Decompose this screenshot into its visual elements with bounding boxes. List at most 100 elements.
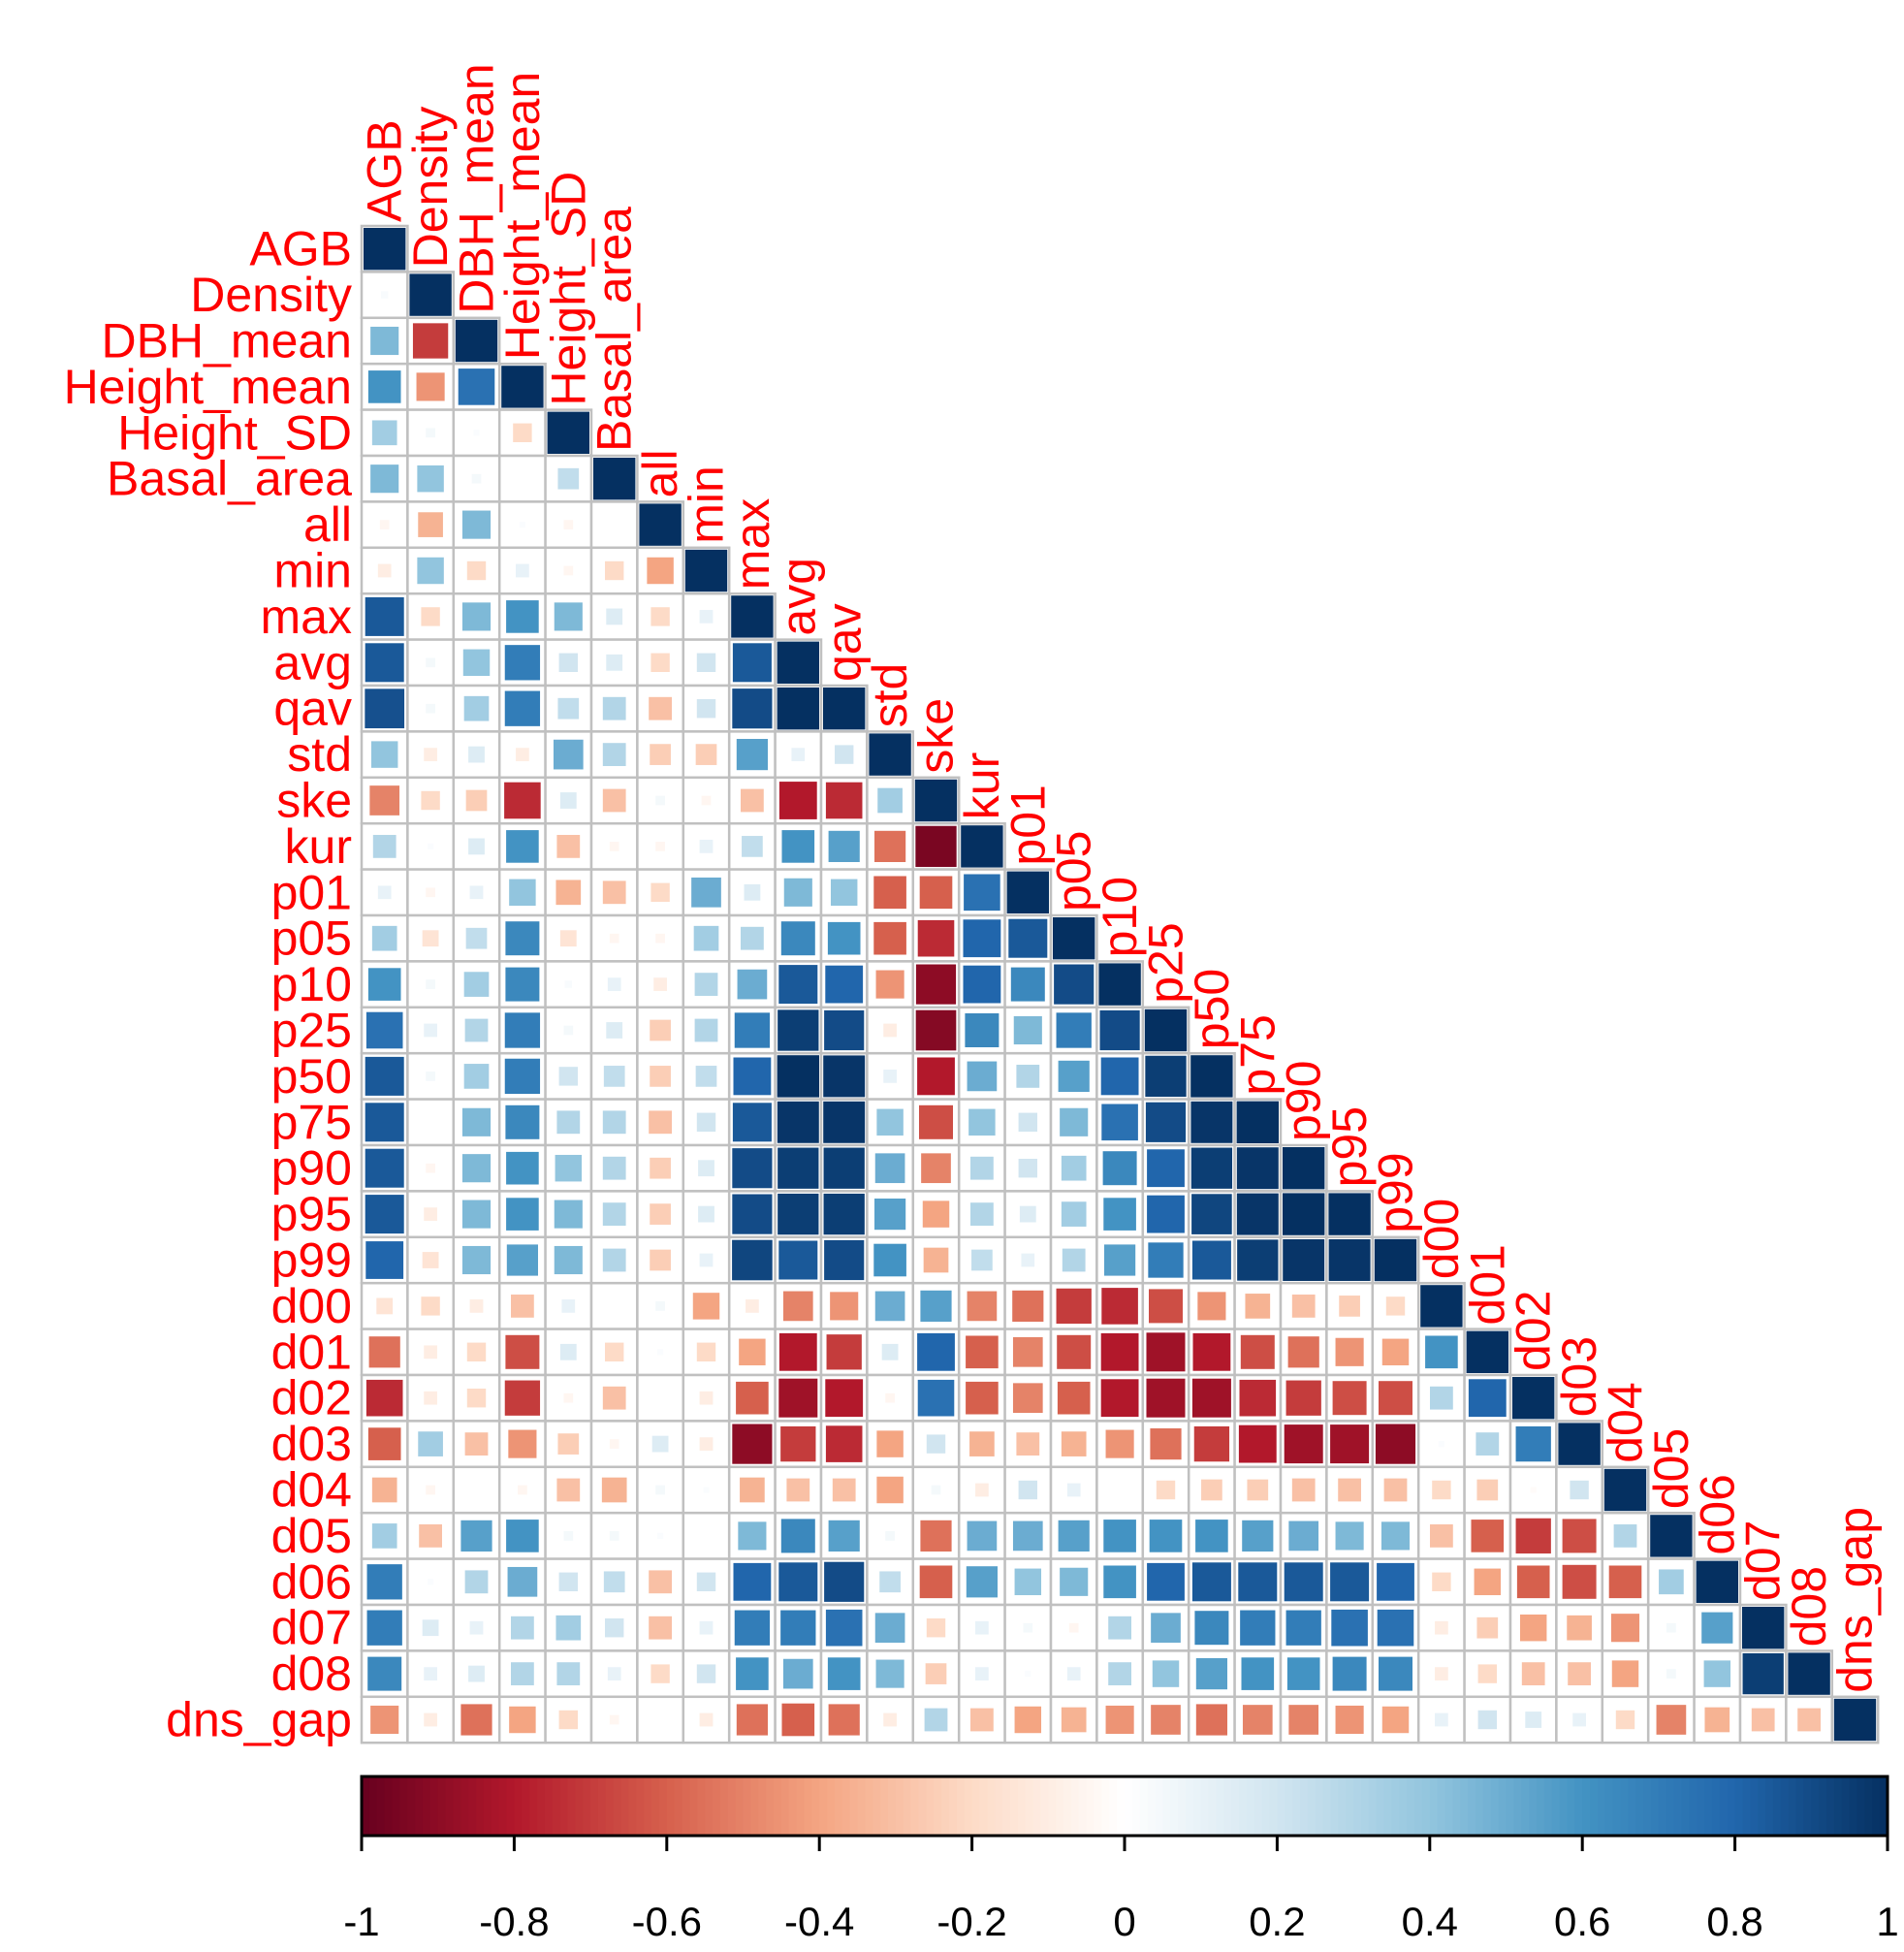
colorbar-segment (1087, 1776, 1095, 1836)
corr-square-qav-all (649, 697, 672, 720)
colorbar-tick-label: 0.8 (1706, 1899, 1762, 1944)
colorbar-segment (537, 1776, 546, 1836)
colorbar-segment (1125, 1776, 1133, 1836)
corr-square-p75-min (697, 1113, 715, 1132)
colorbar-segment (995, 1776, 1003, 1836)
corr-square-p50-all (650, 1066, 671, 1087)
corr-square-p25-p10 (1100, 1010, 1140, 1050)
corr-square-p99-p25 (1148, 1242, 1183, 1277)
corr-square-kur-AGB (373, 835, 397, 858)
corr-square-p01-p01 (1007, 872, 1049, 913)
corr-square-d00-max (746, 1299, 759, 1313)
corr-square-p10-Density (426, 979, 435, 989)
colorbar-segment (675, 1776, 683, 1836)
corr-square-d04-d04 (1604, 1469, 1646, 1511)
colorbar-segment (1193, 1776, 1202, 1836)
colorbar-segment (1529, 1776, 1538, 1836)
corr-square-d08-p75 (1241, 1657, 1274, 1690)
corr-square-p95-p05 (1062, 1201, 1087, 1227)
corr-square-p90-p90 (1283, 1147, 1324, 1189)
corr-square-dns_gap-p50 (1196, 1704, 1227, 1735)
corr-square-dns_gap-d08 (1797, 1709, 1821, 1732)
corr-square-d00-Height_mean (511, 1295, 534, 1318)
corr-square-d08-avg (783, 1659, 813, 1689)
corr-square-dns_gap-Basal_area (610, 1715, 619, 1725)
corr-square-dns_gap-p25 (1151, 1705, 1181, 1735)
colorbar-segment (774, 1776, 782, 1836)
corr-square-d06-max (733, 1563, 771, 1601)
corr-square-std-Height_SD (554, 740, 584, 770)
corr-square-d02-p50 (1192, 1379, 1231, 1418)
colorbar-segment (553, 1776, 561, 1836)
corr-square-p10-std (876, 971, 904, 999)
corr-square-p95-Basal_area (603, 1202, 626, 1226)
corr-square-d06-DBH_mean (465, 1570, 489, 1593)
corr-square-avg-min (697, 654, 715, 672)
corr-square-p90-Density (426, 1164, 435, 1173)
corr-square-qav-qav (823, 688, 865, 729)
corr-square-d03-p75 (1239, 1425, 1277, 1463)
corr-square-p75-all (649, 1110, 672, 1134)
corr-square-p50-p01 (1016, 1065, 1039, 1088)
corr-square-p99-p01 (1021, 1254, 1034, 1267)
corr-square-max-min (700, 610, 714, 624)
corr-square-d02-p75 (1240, 1380, 1277, 1417)
colorbar-segment (423, 1776, 431, 1836)
corr-square-kur-std (874, 831, 905, 862)
corr-square-p25-max (735, 1012, 770, 1047)
corr-square-p90-max (732, 1148, 772, 1188)
colorbar-segment (1483, 1776, 1492, 1836)
corr-square-p25-AGB (366, 1012, 403, 1049)
corr-square-p25-p05 (1057, 1012, 1092, 1047)
corr-square-d01-Height_mean (505, 1335, 539, 1369)
colorbar-segment (1002, 1776, 1011, 1836)
corr-square-d08-AGB (367, 1657, 401, 1691)
corr-square-d01-p10 (1101, 1333, 1139, 1371)
corr-square-dns_gap-std (883, 1713, 897, 1727)
corr-square-Height_SD-AGB (372, 420, 397, 445)
colorbar-segment (1773, 1776, 1782, 1836)
corr-square-d06-d03 (1563, 1565, 1597, 1599)
corr-square-qav-Basal_area (603, 697, 626, 720)
corr-square-Height_SD-Height_SD (548, 412, 589, 454)
corr-square-p10-Height_SD (565, 980, 573, 988)
corr-square-p90-p50 (1191, 1148, 1232, 1189)
corr-square-d00-p90 (1292, 1295, 1316, 1318)
corr-square-ske-DBH_mean (466, 790, 488, 812)
corr-square-p90-qav (824, 1148, 865, 1189)
colorbar-segment (1095, 1776, 1103, 1836)
corr-square-d06-Height_SD (559, 1573, 578, 1591)
corr-square-p01-all (651, 883, 669, 902)
colorbar-segment (1735, 1776, 1744, 1836)
corr-square-p50-max (733, 1057, 771, 1095)
colorbar-segment (888, 1776, 897, 1836)
corr-square-p95-ske (923, 1200, 949, 1227)
corr-square-d05-p10 (1103, 1520, 1136, 1552)
corr-square-p99-p75 (1237, 1239, 1278, 1280)
colorbar-segment (1270, 1776, 1279, 1836)
colorbar-segment (1239, 1776, 1248, 1836)
colorbar-segment (1674, 1776, 1683, 1836)
corr-square-d08-p50 (1196, 1658, 1227, 1689)
corr-square-p95-p90 (1283, 1193, 1324, 1234)
corr-square-p01-Height_SD (555, 880, 581, 905)
corr-square-all-all (639, 503, 681, 545)
corr-square-d00-min (693, 1293, 719, 1319)
colorbar-segment (850, 1776, 859, 1836)
corr-square-d01-AGB (369, 1336, 400, 1367)
colorbar-segment (1223, 1776, 1232, 1836)
colorbar-segment (1590, 1776, 1599, 1836)
colorbar-segment (781, 1776, 790, 1836)
corr-square-d04-Basal_area (602, 1478, 627, 1503)
colorbar-segment (1399, 1776, 1408, 1836)
corr-square-d08-Height_SD (556, 1662, 580, 1685)
colorbar-segment (873, 1776, 881, 1836)
corr-square-d08-d05 (1666, 1669, 1676, 1679)
corr-square-d06-p50 (1192, 1562, 1231, 1601)
colorbar-segment (1048, 1776, 1057, 1836)
colorbar-segment (514, 1776, 523, 1836)
colorbar-segment (1704, 1776, 1713, 1836)
corr-square-d04-avg (786, 1479, 809, 1502)
corr-square-d01-min (697, 1343, 715, 1361)
corr-square-dns_gap-d07 (1752, 1709, 1775, 1732)
